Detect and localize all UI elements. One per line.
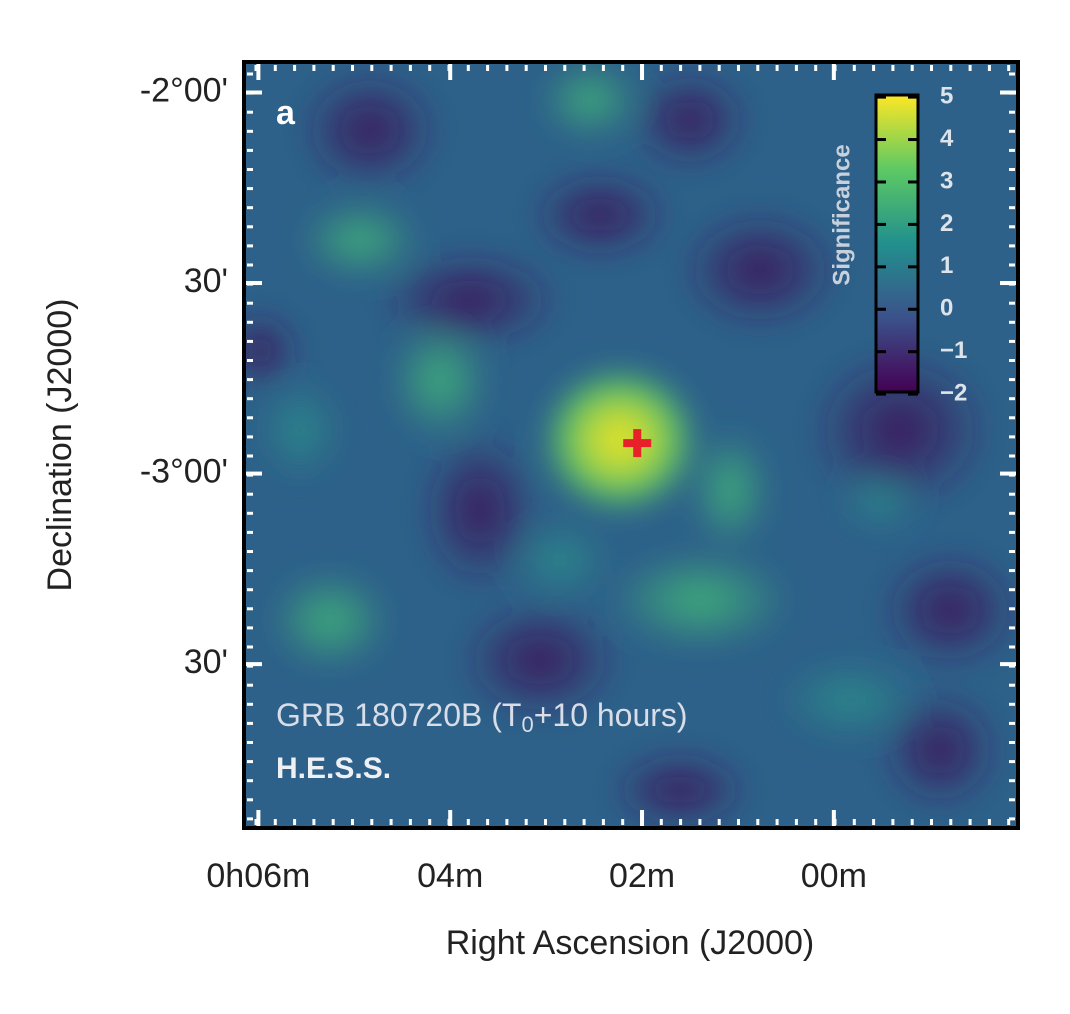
y-tick-label: 30'	[184, 262, 228, 300]
source-marker	[623, 429, 652, 458]
x-tick-label: 00m	[801, 857, 867, 895]
colorbar-tick-label: 5	[940, 82, 953, 109]
colorbar-tick-label: −2	[940, 379, 967, 406]
colorbar-tick-label: 3	[940, 167, 953, 194]
annotation-text: +10 hours)	[534, 697, 688, 733]
colorbar-tick-label: 1	[940, 252, 953, 279]
y-tick-label: 30'	[184, 643, 228, 681]
colorbar	[874, 93, 920, 394]
x-tick-label: 02m	[609, 857, 675, 895]
colorbar-tick-label: 4	[940, 125, 954, 152]
annotation-text: GRB 180720B (T	[276, 697, 521, 733]
colorbar-tick-label: −1	[940, 337, 967, 364]
annotation: GRB 180720B (T0+10 hours)	[276, 697, 688, 736]
colorbar-label: Significance	[828, 144, 855, 285]
panel-label: a	[276, 94, 296, 132]
x-axis-label: Right Ascension (J2000)	[446, 924, 815, 962]
colorbar-tick-label: 2	[940, 210, 953, 237]
x-tick-label: 0h06m	[206, 857, 310, 895]
source-marker-arm	[633, 429, 642, 458]
y-tick-label: -2°00'	[140, 71, 228, 109]
colorbar-tick-label: 0	[940, 295, 953, 322]
annotation-subscript: 0	[521, 712, 533, 737]
instrument-label: H.E.S.S.	[276, 752, 391, 785]
y-axis-label: Declination (J2000)	[41, 299, 79, 592]
plot-frame	[242, 60, 1020, 830]
y-tick-label: -3°00'	[140, 453, 228, 491]
x-tick-label: 04m	[417, 857, 483, 895]
minor-ticks	[247, 65, 1015, 825]
